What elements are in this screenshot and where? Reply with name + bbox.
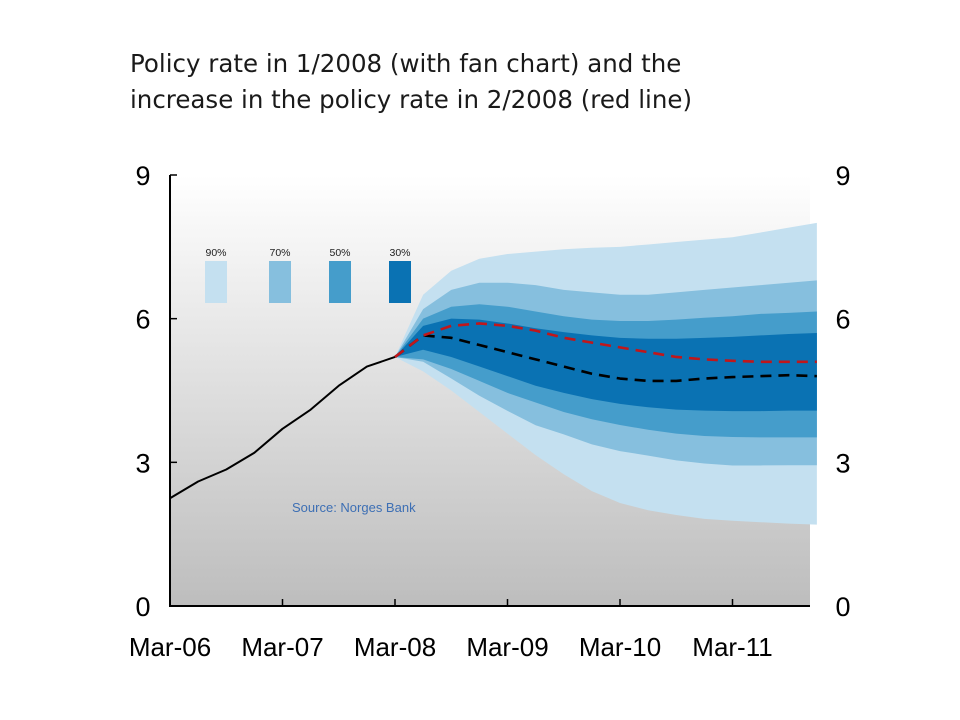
legend: 90% 70% 50% 30%: [205, 247, 411, 303]
x-tick-label: Mar-09: [466, 632, 548, 662]
x-tick-label: Mar-11: [692, 632, 772, 662]
axes: 0 0 3 3 6 6 9 9 Mar-06 Mar-07 Mar-08 Mar-09 Mar-10 Ma…: [129, 161, 851, 662]
y-tick-label-right: 0: [835, 592, 850, 622]
y-tick-label-right: 6: [835, 305, 850, 335]
legend-swatch: [269, 261, 291, 303]
y-tick-label-right: 9: [835, 161, 850, 191]
x-tick-label: Mar-06: [129, 632, 211, 662]
legend-label: 90%: [205, 247, 226, 259]
y-tick-label-left: 9: [135, 161, 150, 191]
path-2-2008-red-line: [394, 322, 817, 364]
y-tick-label-left: 0: [135, 592, 150, 622]
chart-title-line-1: Policy rate in 1/2008 (with fan chart) a…: [130, 49, 682, 78]
x-tick-label: Mar-10: [579, 632, 661, 662]
x-tick-label: Mar-07: [241, 632, 323, 662]
legend-swatch: [205, 261, 227, 303]
rate-lines: [169, 322, 817, 500]
y-tick-label-left: 6: [135, 305, 150, 335]
legend-label: 70%: [269, 247, 290, 259]
baseline-1-2008-line: [394, 334, 817, 383]
y-tick-label-right: 3: [835, 448, 850, 478]
chart-title: Policy rate in 1/2008 (with fan chart) a…: [130, 46, 890, 118]
band-30: [395, 318, 817, 412]
legend-label: 30%: [389, 247, 410, 259]
legend-label: 50%: [329, 247, 350, 259]
chart-title-line-2: increase in the policy rate in 2/2008 (r…: [130, 85, 693, 114]
legend-swatch: [329, 261, 351, 303]
source-label: Source: Norges Bank: [292, 500, 416, 515]
history-line: [169, 356, 396, 500]
x-tick-label: Mar-08: [354, 632, 436, 662]
legend-swatch: [389, 261, 411, 303]
fan-bands: [395, 222, 817, 525]
y-tick-label-left: 3: [135, 448, 150, 478]
